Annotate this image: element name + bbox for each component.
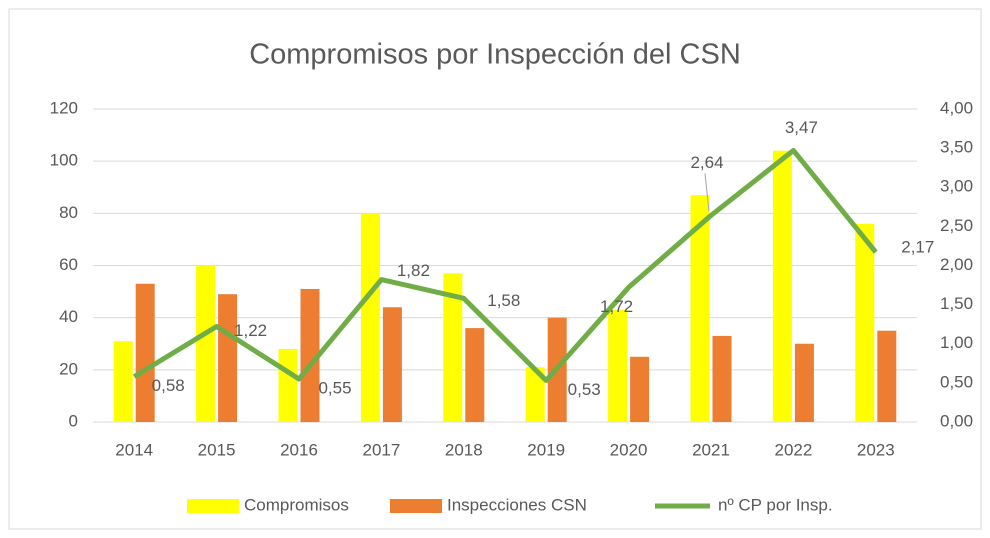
- bar: [360, 213, 380, 422]
- bar: [465, 328, 485, 422]
- x-tick-label: 2020: [610, 440, 648, 459]
- data-label: 2,64: [690, 153, 723, 172]
- bar: [630, 356, 650, 422]
- y2-tick-label: 4,00: [940, 98, 973, 117]
- bar: [218, 294, 238, 422]
- y-tick-label: 20: [59, 359, 78, 378]
- y2-tick-label: 2,50: [940, 216, 973, 235]
- y2-tick-label: 1,00: [940, 333, 973, 352]
- y2-tick-label: 0,50: [940, 372, 973, 391]
- bar: [278, 348, 298, 422]
- x-tick-label: 2015: [198, 440, 236, 459]
- bar: [712, 335, 732, 422]
- y-tick-label: 60: [59, 255, 78, 274]
- x-tick-label: 2014: [115, 440, 153, 459]
- x-tick-label: 2018: [445, 440, 483, 459]
- y2-tick-label: 2,00: [940, 255, 973, 274]
- bar: [382, 307, 402, 422]
- chart-border: [8, 8, 982, 530]
- data-label: 1,82: [397, 261, 430, 280]
- bar: [525, 367, 545, 422]
- chart-title: Compromisos por Inspección del CSN: [249, 39, 741, 71]
- bar: [196, 265, 216, 422]
- y-tick-label: 40: [59, 307, 78, 326]
- legend-label: Inspecciones CSN: [447, 495, 587, 514]
- legend-swatch: [187, 499, 239, 513]
- data-label: 1,58: [487, 291, 520, 310]
- bar: [855, 223, 875, 422]
- data-label: 1,72: [600, 297, 633, 316]
- x-tick-label: 2016: [280, 440, 318, 459]
- x-tick-label: 2017: [362, 440, 400, 459]
- data-label: 1,22: [234, 321, 267, 340]
- bar: [772, 150, 792, 422]
- line-series: [132, 147, 878, 384]
- data-label: 0,55: [318, 378, 351, 397]
- legend-label: nº CP por Insp.: [718, 495, 833, 514]
- leader-line: [704, 173, 710, 212]
- legend-label: Compromisos: [244, 495, 349, 514]
- x-tick-label: 2022: [774, 440, 812, 459]
- data-label: 3,47: [785, 118, 818, 137]
- y-tick-label: 0: [69, 411, 78, 430]
- bar: [443, 273, 463, 422]
- bar: [135, 283, 155, 422]
- y2-tick-label: 3,00: [940, 177, 973, 196]
- bar: [300, 288, 320, 422]
- x-tick-label: 2021: [692, 440, 730, 459]
- y-tick-label: 100: [50, 151, 78, 170]
- bar: [113, 341, 133, 422]
- bar: [794, 343, 814, 422]
- x-tick-label: 2023: [857, 440, 895, 459]
- data-label: 0,58: [152, 376, 185, 395]
- y2-tick-label: 3,50: [940, 138, 973, 157]
- bar: [877, 330, 897, 422]
- data-label: 2,17: [901, 238, 934, 257]
- data-label: 0,53: [568, 380, 601, 399]
- legend-swatch: [390, 499, 442, 513]
- y2-tick-label: 1,50: [940, 294, 973, 313]
- x-tick-label: 2019: [527, 440, 565, 459]
- y2-tick-label: 0,00: [940, 411, 973, 430]
- y-tick-label: 120: [50, 98, 78, 117]
- bar: [690, 195, 710, 422]
- bar: [608, 309, 628, 422]
- y-tick-label: 80: [59, 203, 78, 222]
